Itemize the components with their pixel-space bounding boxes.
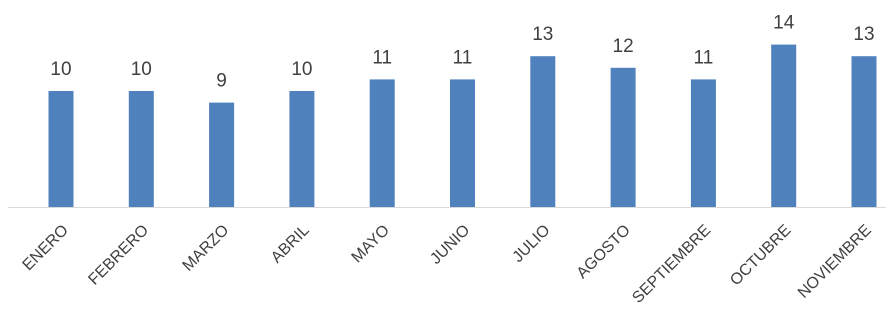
data-label-mayo: 11 bbox=[372, 47, 392, 68]
data-label-octubre: 14 bbox=[773, 13, 795, 34]
data-label-enero: 10 bbox=[50, 59, 71, 80]
x-tick-label-marzo: MARZO bbox=[180, 222, 233, 275]
bar-mayo bbox=[369, 79, 395, 207]
data-label-noviembre: 13 bbox=[853, 24, 874, 45]
data-label-abril: 10 bbox=[291, 59, 312, 80]
bar-octubre bbox=[771, 44, 797, 207]
bar-julio bbox=[530, 56, 556, 208]
data-label-septiembre: 11 bbox=[694, 47, 714, 68]
x-tick-labels-layer: ENERO FEBRERO MARZO ABRIL MAYO JUNIO JULIO AGOS… bbox=[20, 222, 875, 307]
x-tick-label-septiembre: SEPTIEMBRE bbox=[629, 222, 714, 307]
data-label-marzo: 9 bbox=[216, 71, 227, 92]
bar-septiembre bbox=[690, 79, 716, 207]
data-labels-layer: 10 10 9 10 11 11 13 12 11 14 13 bbox=[50, 13, 874, 92]
bar-abril bbox=[289, 91, 315, 207]
data-label-julio: 13 bbox=[532, 24, 553, 45]
data-label-junio: 11 bbox=[453, 47, 473, 68]
data-label-febrero: 10 bbox=[131, 59, 152, 80]
x-tick-label-noviembre: NOVIEMBRE bbox=[795, 222, 875, 302]
x-tick-label-julio: JULIO bbox=[510, 222, 554, 266]
x-tick-label-agosto: AGOSTO bbox=[574, 222, 634, 282]
x-tick-label-mayo: MAYO bbox=[349, 222, 394, 267]
bar-marzo bbox=[209, 102, 235, 207]
x-tick-label-junio: JUNIO bbox=[427, 222, 473, 268]
bar-junio bbox=[450, 79, 475, 207]
bar-enero bbox=[48, 91, 74, 207]
bar-febrero bbox=[128, 91, 154, 207]
x-tick-label-abril: ABRIL bbox=[268, 222, 313, 267]
x-tick-label-octubre: OCTUBRE bbox=[727, 222, 794, 289]
bar-noviembre bbox=[851, 56, 877, 208]
x-tick-label-enero: ENERO bbox=[20, 222, 72, 274]
bars-layer bbox=[48, 44, 877, 208]
x-tick-label-febrero: FEBRERO bbox=[85, 222, 152, 289]
bar-agosto bbox=[610, 67, 636, 207]
data-label-agosto: 12 bbox=[613, 36, 634, 57]
